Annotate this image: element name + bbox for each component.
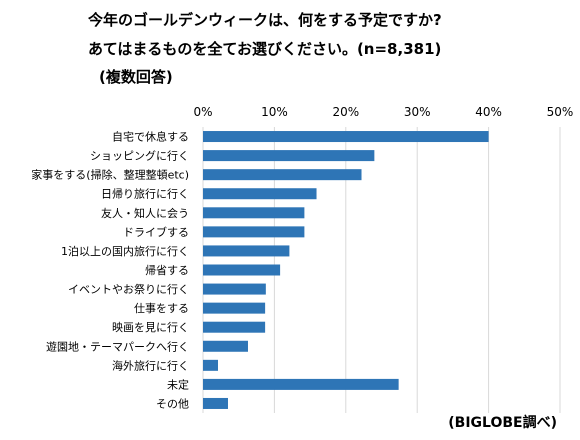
source-note: (BIGLOBE調べ)	[448, 415, 557, 431]
category-label: その他	[156, 397, 189, 410]
category-label: 仕事をする	[134, 302, 189, 315]
x-tick-label: 50%	[547, 105, 574, 119]
bar	[203, 397, 228, 409]
bar	[203, 131, 489, 143]
category-label: 自宅で休息する	[112, 130, 189, 144]
x-tick-label: 40%	[475, 105, 502, 119]
bar	[203, 283, 266, 295]
category-label: イベントやお祭りに行く	[68, 283, 189, 296]
category-label: ショッピングに行く	[90, 149, 189, 163]
bar	[203, 340, 248, 352]
bar	[203, 188, 317, 200]
bar	[203, 226, 305, 238]
bar	[203, 207, 305, 219]
category-label: 友人・知人に会う	[101, 206, 189, 220]
x-tick-label: 30%	[404, 105, 431, 119]
bar	[203, 150, 375, 162]
bar	[203, 245, 290, 257]
category-label: 1泊以上の国内旅行に行く	[61, 244, 189, 258]
category-label: 海外旅行に行く	[112, 358, 189, 372]
category-label: 帰省する	[145, 264, 189, 277]
category-label: 家事をする(掃除、整理整頓etc)	[31, 168, 189, 182]
bar	[203, 264, 281, 276]
x-tick-label: 20%	[332, 105, 359, 119]
category-label: 日帰り旅行に行く	[101, 187, 189, 201]
x-tick-label: 0%	[193, 105, 212, 119]
bar	[203, 302, 266, 314]
category-label: ドライブする	[123, 225, 189, 239]
category-label: 未定	[167, 377, 189, 391]
bar	[203, 378, 399, 390]
bar	[203, 359, 218, 371]
chart-title-line1: 今年のゴールデンウィークは、何をする予定ですか?	[88, 11, 442, 29]
chart-title-line2: あてはまるものを全てお選びください。(n=8,381)	[88, 40, 442, 58]
bar	[203, 321, 266, 333]
category-label: 遊園地・テーマパークへ行く	[46, 339, 189, 353]
category-label: 映画を見に行く	[112, 321, 189, 334]
bar	[203, 169, 362, 181]
x-tick-label: 10%	[261, 105, 288, 119]
chart-subtitle: (複数回答)	[99, 68, 173, 86]
